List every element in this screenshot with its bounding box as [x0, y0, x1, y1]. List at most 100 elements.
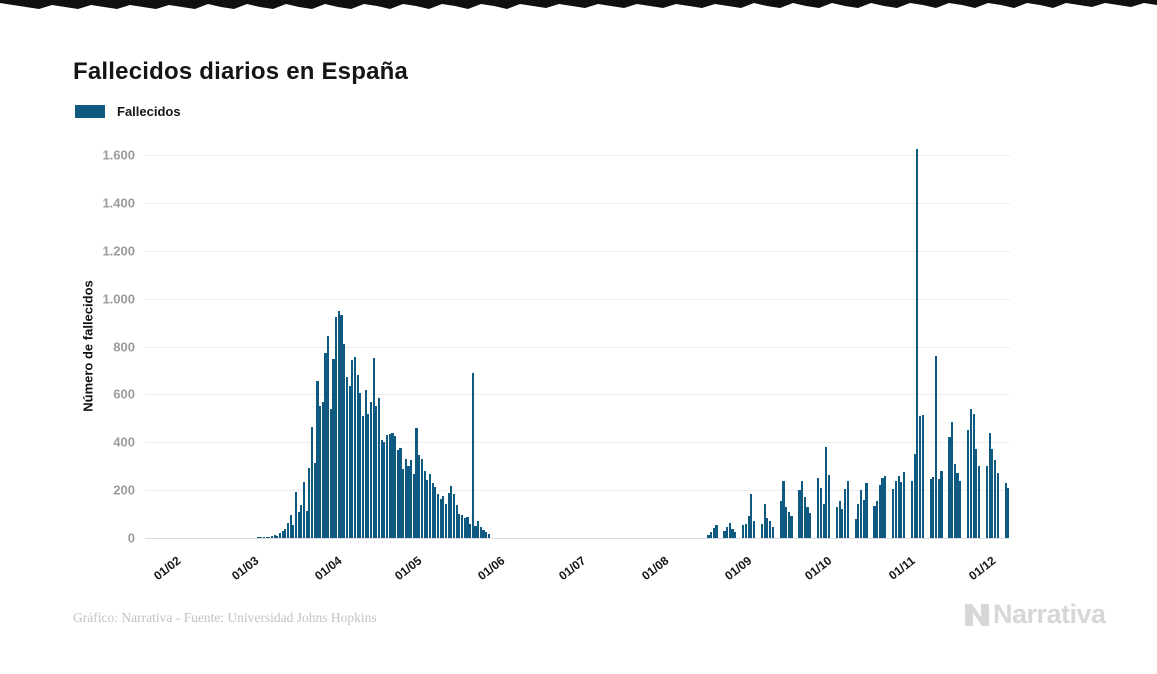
bar[interactable] [313, 463, 316, 538]
bar[interactable] [948, 437, 951, 538]
bar[interactable] [827, 474, 831, 538]
bar[interactable] [359, 393, 362, 538]
bar[interactable] [420, 459, 423, 538]
bar[interactable] [396, 450, 399, 538]
bar[interactable] [862, 499, 865, 538]
bar[interactable] [806, 506, 809, 538]
bar[interactable] [819, 487, 822, 538]
bar[interactable] [1007, 487, 1010, 538]
bar[interactable] [892, 488, 895, 538]
bar[interactable] [327, 335, 330, 538]
bar[interactable] [785, 506, 788, 538]
bar[interactable] [760, 523, 764, 538]
bar[interactable] [750, 493, 753, 538]
bar[interactable] [956, 473, 959, 538]
bar[interactable] [985, 466, 989, 538]
bar[interactable] [894, 480, 897, 538]
bar[interactable] [897, 475, 900, 538]
bar[interactable] [900, 481, 903, 538]
bar[interactable] [391, 432, 394, 538]
bar[interactable] [487, 533, 490, 538]
bar[interactable] [485, 531, 488, 538]
bar[interactable] [386, 435, 389, 538]
bar[interactable] [364, 389, 367, 538]
bar[interactable] [763, 504, 766, 538]
bar[interactable] [439, 498, 442, 538]
bar[interactable] [353, 356, 357, 538]
bar[interactable] [803, 497, 806, 538]
bar[interactable] [292, 524, 295, 538]
bar[interactable] [728, 523, 731, 538]
bar[interactable] [809, 512, 812, 538]
bar[interactable] [466, 517, 469, 538]
bar[interactable] [747, 516, 750, 538]
bar[interactable] [482, 529, 485, 538]
bar[interactable] [324, 352, 327, 538]
bar[interactable] [311, 427, 314, 538]
bar[interactable] [345, 376, 348, 538]
bar[interactable] [779, 500, 782, 538]
bar[interactable] [337, 310, 340, 538]
bar[interactable] [450, 486, 453, 538]
bar[interactable] [308, 468, 311, 538]
bar[interactable] [929, 479, 932, 538]
bar[interactable] [910, 480, 914, 538]
bar[interactable] [455, 504, 458, 538]
bar[interactable] [418, 455, 421, 538]
bar[interactable] [423, 470, 426, 538]
bar[interactable] [969, 408, 972, 538]
bar[interactable] [388, 433, 391, 538]
bar[interactable] [402, 469, 405, 538]
bar[interactable] [297, 512, 300, 538]
bar[interactable] [771, 527, 774, 538]
bar[interactable] [913, 454, 916, 538]
bar[interactable] [335, 317, 338, 538]
bar[interactable] [431, 483, 434, 538]
bar[interactable] [329, 409, 332, 538]
bar[interactable] [838, 500, 841, 538]
bar[interactable] [294, 492, 298, 538]
bar[interactable] [399, 447, 402, 538]
bar[interactable] [841, 509, 844, 538]
bar[interactable] [351, 360, 354, 538]
bar[interactable] [787, 511, 790, 538]
bar[interactable] [273, 535, 276, 538]
bar[interactable] [348, 385, 351, 538]
bar[interactable] [712, 527, 715, 538]
bar[interactable] [991, 449, 994, 538]
bar[interactable] [846, 480, 849, 538]
bar[interactable] [940, 470, 943, 538]
bar[interactable] [953, 463, 956, 538]
bar[interactable] [707, 535, 710, 538]
bar[interactable] [300, 504, 303, 538]
bar[interactable] [463, 518, 466, 538]
bar[interactable] [878, 485, 881, 538]
bar[interactable] [412, 473, 415, 538]
bar[interactable] [278, 533, 282, 538]
bar[interactable] [972, 413, 975, 538]
bar[interactable] [731, 528, 734, 538]
bar[interactable] [471, 373, 474, 538]
bar[interactable] [860, 490, 863, 538]
bar[interactable] [752, 521, 756, 538]
bar[interactable] [835, 506, 839, 538]
bar[interactable] [286, 522, 290, 538]
bar[interactable] [281, 530, 284, 538]
bar[interactable] [343, 344, 346, 538]
bar[interactable] [367, 414, 370, 538]
bar[interactable] [340, 314, 343, 538]
bar[interactable] [801, 480, 804, 538]
bar[interactable] [876, 500, 879, 538]
bar[interactable] [447, 492, 450, 538]
bar[interactable] [303, 481, 306, 538]
bar[interactable] [918, 415, 922, 538]
bar[interactable] [372, 357, 375, 538]
bar[interactable] [375, 406, 378, 538]
bar[interactable] [257, 537, 260, 538]
bar[interactable] [434, 487, 437, 538]
bar[interactable] [469, 523, 472, 538]
bar[interactable] [270, 536, 273, 538]
bar[interactable] [881, 478, 884, 538]
bar[interactable] [260, 537, 263, 538]
bar[interactable] [436, 493, 440, 538]
